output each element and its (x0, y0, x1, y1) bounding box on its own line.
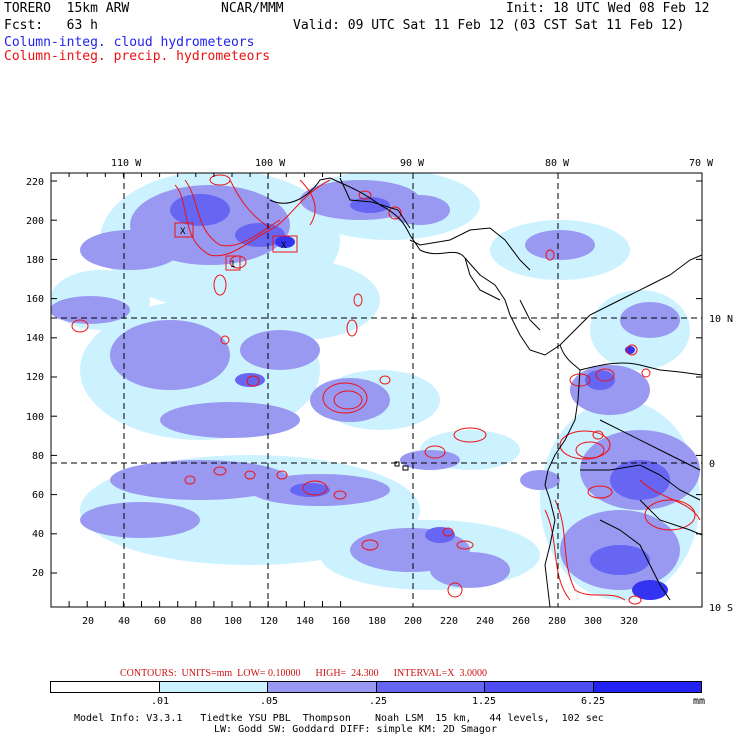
lon-label-100w: 100 W (255, 158, 286, 169)
x-tick-label: 40 (118, 616, 130, 627)
y-tick-label: 40 (32, 529, 44, 540)
field-precip-label: Column-integ. precip. hydrometeors (4, 49, 271, 64)
colorbar-swatch (159, 682, 268, 692)
x-tick-label: 120 (260, 616, 278, 627)
x-tick-label: 80 (190, 616, 202, 627)
x-tick-label: 20 (82, 616, 94, 627)
colorbar-label: .25 (369, 696, 388, 707)
precip-contours (71, 174, 701, 605)
colorbar-swatch (51, 682, 160, 692)
y-tick-label: 120 (26, 372, 44, 383)
y-tick-label: 140 (26, 333, 44, 344)
map-panel: 110 W 100 W 90 W 80 W 70 W 10 N 0 10 S 2… (26, 158, 733, 627)
colorbar-label: 1.25 (472, 696, 497, 707)
physics-info: LW: Godd SW: Goddard DIFF: simple KM: 2D… (214, 724, 497, 735)
map-frame (50, 172, 703, 608)
y-tick-label: 60 (32, 490, 44, 501)
y-tick-label: 20 (32, 568, 44, 579)
init-time: Init: 18 UTC Wed 08 Feb 12 (506, 1, 710, 16)
x-tick-label: 60 (154, 616, 166, 627)
model-info: Model Info: V3.3.1 Tiedtke YSU PBL Thomp… (74, 713, 604, 724)
forecast-hour: Fcst: 63 h (4, 18, 98, 33)
field-cloud-label: Column-integ. cloud hydrometeors (4, 35, 255, 50)
x-tick-label: 100 (224, 616, 242, 627)
x-tick-label: 140 (296, 616, 314, 627)
colorbar-label: .01 (151, 696, 170, 707)
colorbar-label: 6.25 (581, 696, 606, 707)
colorbar-label: .05 (260, 696, 279, 707)
x-tick-label: 260 (512, 616, 530, 627)
cloud-field (51, 173, 702, 607)
y-tick-label: 160 (26, 294, 44, 305)
x-tick-label: 280 (548, 616, 566, 627)
box-label: 1 (230, 260, 235, 270)
coastlines (269, 177, 702, 607)
x-tick-label: 220 (440, 616, 458, 627)
x-tick-label: 320 (620, 616, 638, 627)
lat-label-0: 0 (709, 459, 715, 470)
x-tick-label: 200 (404, 616, 422, 627)
x-tick-label: 160 (332, 616, 350, 627)
y-tick-label: 80 (32, 451, 44, 462)
lat-lon-grid (51, 173, 702, 607)
y-tick-label: 220 (26, 177, 44, 188)
box-label: X (281, 241, 287, 251)
box-label: X (180, 227, 186, 237)
colorbar-swatch (376, 682, 485, 692)
lon-label-110w: 110 W (111, 158, 142, 169)
lat-label-10n: 10 N (709, 314, 733, 325)
colorbar-swatch (268, 682, 377, 692)
organization: NCAR/MMM (221, 1, 284, 16)
lon-label-70w: 70 W (689, 158, 714, 169)
lat-label-10s: 10 S (709, 603, 733, 614)
lon-label-90w: 90 W (400, 158, 425, 169)
colorbar-swatch (593, 682, 701, 692)
y-tick-label: 100 (26, 412, 44, 423)
valid-time: Valid: 09 UTC Sat 11 Feb 12 (03 CST Sat … (293, 18, 685, 33)
colorbar-unit: mm (693, 696, 706, 707)
contours-info: CONTOURS: UNITS=mm LOW= 0.10000 HIGH= 24… (120, 668, 487, 679)
colorbar (50, 681, 702, 693)
colorbar-swatch (485, 682, 594, 692)
y-tick-label: 200 (26, 216, 44, 227)
model-title: TORERO 15km ARW (4, 1, 130, 16)
x-tick-label: 240 (476, 616, 494, 627)
x-tick-label: 300 (584, 616, 602, 627)
x-tick-label: 180 (368, 616, 386, 627)
y-tick-label: 180 (26, 255, 44, 266)
lon-label-80w: 80 W (545, 158, 570, 169)
